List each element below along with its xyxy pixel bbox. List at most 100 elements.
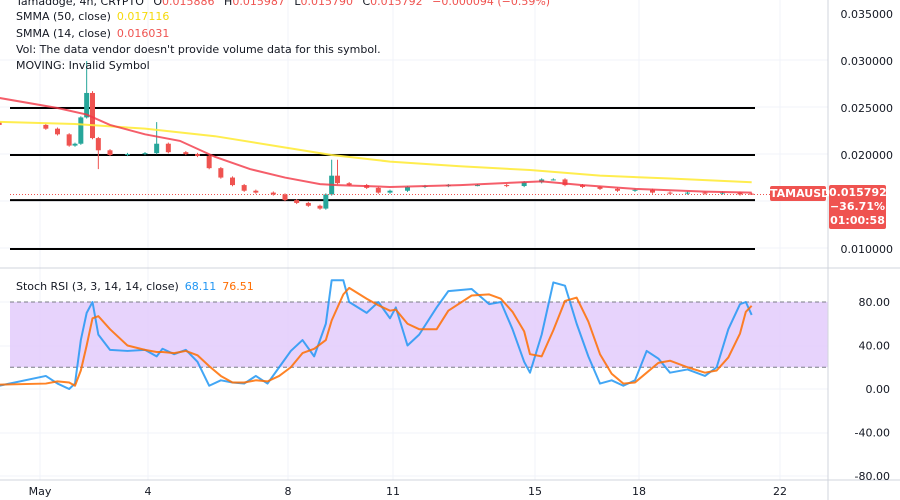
candle-body bbox=[550, 179, 556, 181]
candle-body bbox=[702, 192, 708, 194]
stoch-band-lines bbox=[10, 301, 828, 368]
time-axis[interactable]: May 4 8 11 15 18 22 bbox=[29, 485, 787, 498]
candle-body bbox=[282, 194, 288, 201]
candle-body bbox=[66, 134, 72, 146]
candles bbox=[0, 61, 755, 210]
ohlc-legend: Tamadoge, 4h, CRYPTO O0.015886 H0.015987… bbox=[16, 0, 556, 9]
ohlc-close: C0.015792 bbox=[362, 0, 422, 8]
last-price: 0.015792 bbox=[829, 186, 887, 199]
volume-legend[interactable]: Vol: The data vendor doesn't provide vol… bbox=[16, 42, 387, 57]
candle-body bbox=[253, 190, 259, 193]
candle-body bbox=[43, 124, 49, 129]
time-tick: 22 bbox=[773, 485, 787, 498]
open-value: 0.015886 bbox=[162, 0, 215, 8]
candle-body bbox=[95, 138, 101, 151]
candle-body bbox=[107, 150, 113, 155]
price-tick: 0.035000 bbox=[841, 8, 894, 21]
candle-body bbox=[405, 186, 410, 191]
candle-body bbox=[346, 183, 352, 186]
stoch-tick: -80.00 bbox=[855, 470, 890, 483]
stoch-tick: 80.00 bbox=[859, 296, 891, 309]
stoch-d-line bbox=[0, 286, 753, 387]
stoch-legend[interactable]: Stoch RSI (3, 3, 14, 14, close) 68.11 76.5… bbox=[16, 279, 260, 294]
candle-body bbox=[737, 192, 743, 195]
candle-body bbox=[165, 143, 171, 153]
candle-body bbox=[270, 192, 276, 195]
candle-body bbox=[504, 185, 510, 187]
stoch-tick: 0.00 bbox=[866, 383, 891, 396]
stoch-k-value: 68.11 bbox=[184, 280, 217, 293]
smma14-value: 0.016031 bbox=[116, 27, 170, 40]
time-tick: 4 bbox=[145, 485, 152, 498]
candle-body bbox=[55, 128, 60, 135]
low-label: L bbox=[294, 0, 301, 8]
horizontal-levels bbox=[10, 107, 755, 250]
close-label: C bbox=[362, 0, 371, 8]
candle-body bbox=[685, 192, 690, 194]
candle-body bbox=[305, 202, 311, 206]
candle-body bbox=[632, 189, 638, 191]
candle-body bbox=[230, 177, 235, 186]
candle-body bbox=[335, 175, 340, 184]
price-axis[interactable]: 0.035000 0.030000 0.025000 0.020000 0.01… bbox=[841, 8, 894, 256]
high-label: H bbox=[224, 0, 233, 8]
symbol-title[interactable]: Tamadoge, 4h, CRYPTO bbox=[16, 0, 144, 8]
price-tick: 0.025000 bbox=[841, 102, 894, 115]
stoch-axis[interactable]: 80.00 40.00 0.00 -40.00 -80.00 bbox=[855, 296, 890, 483]
moving-legend[interactable]: MOVING: Invalid Symbol bbox=[16, 58, 156, 73]
candle-body bbox=[90, 92, 95, 139]
high-value: 0.015987 bbox=[232, 0, 285, 8]
stoch-tick: -40.00 bbox=[855, 427, 890, 440]
stoch-rsi-lines bbox=[0, 279, 753, 390]
candle-body bbox=[125, 154, 130, 156]
smma50-value: 0.017116 bbox=[116, 10, 170, 23]
smma50-line bbox=[0, 120, 752, 184]
candle-body bbox=[206, 155, 212, 169]
ohlc-low: L0.015790 bbox=[294, 0, 353, 8]
stoch-k-line bbox=[0, 279, 753, 390]
moving-message: MOVING: Invalid Symbol bbox=[16, 59, 150, 72]
smma-lines bbox=[0, 97, 752, 194]
bar-countdown: 01:00:58 bbox=[830, 214, 885, 227]
candle-body bbox=[323, 194, 329, 209]
volume-message: Vol: The data vendor doesn't provide vol… bbox=[16, 43, 381, 56]
close-value: 0.015792 bbox=[370, 0, 423, 8]
candle-body bbox=[317, 205, 323, 209]
candle-body bbox=[72, 143, 78, 146]
price-tick: 0.030000 bbox=[841, 55, 894, 68]
candle-body bbox=[387, 190, 393, 193]
symbol-price-tag: TAMAUSD bbox=[770, 186, 831, 201]
time-tick: 18 bbox=[632, 485, 646, 498]
time-tick: 8 bbox=[285, 485, 292, 498]
candle-body bbox=[720, 192, 725, 194]
candle-body bbox=[84, 92, 90, 118]
open-label: O bbox=[153, 0, 163, 8]
candle-body bbox=[294, 200, 300, 203]
price-tick: 0.020000 bbox=[841, 149, 894, 162]
time-tick: 15 bbox=[528, 485, 542, 498]
low-value: 0.015790 bbox=[300, 0, 353, 8]
ohlc-open: O0.015886 bbox=[153, 0, 214, 8]
change-percent: −36.71% bbox=[829, 200, 886, 213]
smma14-legend[interactable]: SMMA (14, close) 0.016031 bbox=[16, 26, 175, 41]
candle-body bbox=[241, 185, 247, 191]
smma50-legend[interactable]: SMMA (50, close) 0.017116 bbox=[16, 9, 175, 24]
candle-body bbox=[0, 122, 2, 125]
candle-body bbox=[650, 189, 655, 193]
candle-body bbox=[597, 186, 603, 189]
stoch-d-value: 76.51 bbox=[222, 280, 254, 293]
candle-body bbox=[142, 153, 148, 155]
candle-body bbox=[218, 168, 224, 178]
candle-body bbox=[375, 187, 381, 193]
ohlc-high: H0.015987 bbox=[224, 0, 285, 8]
candle-body bbox=[615, 188, 620, 191]
smma14-line bbox=[0, 97, 752, 194]
price-tick: 0.010000 bbox=[841, 243, 894, 256]
candle-body bbox=[78, 117, 84, 144]
candle-body bbox=[667, 192, 673, 194]
stoch-label: Stoch RSI (3, 3, 14, 14, close) bbox=[16, 280, 179, 293]
candle-body bbox=[475, 185, 480, 187]
time-tick: 11 bbox=[386, 485, 400, 498]
candle-body bbox=[562, 179, 568, 186]
